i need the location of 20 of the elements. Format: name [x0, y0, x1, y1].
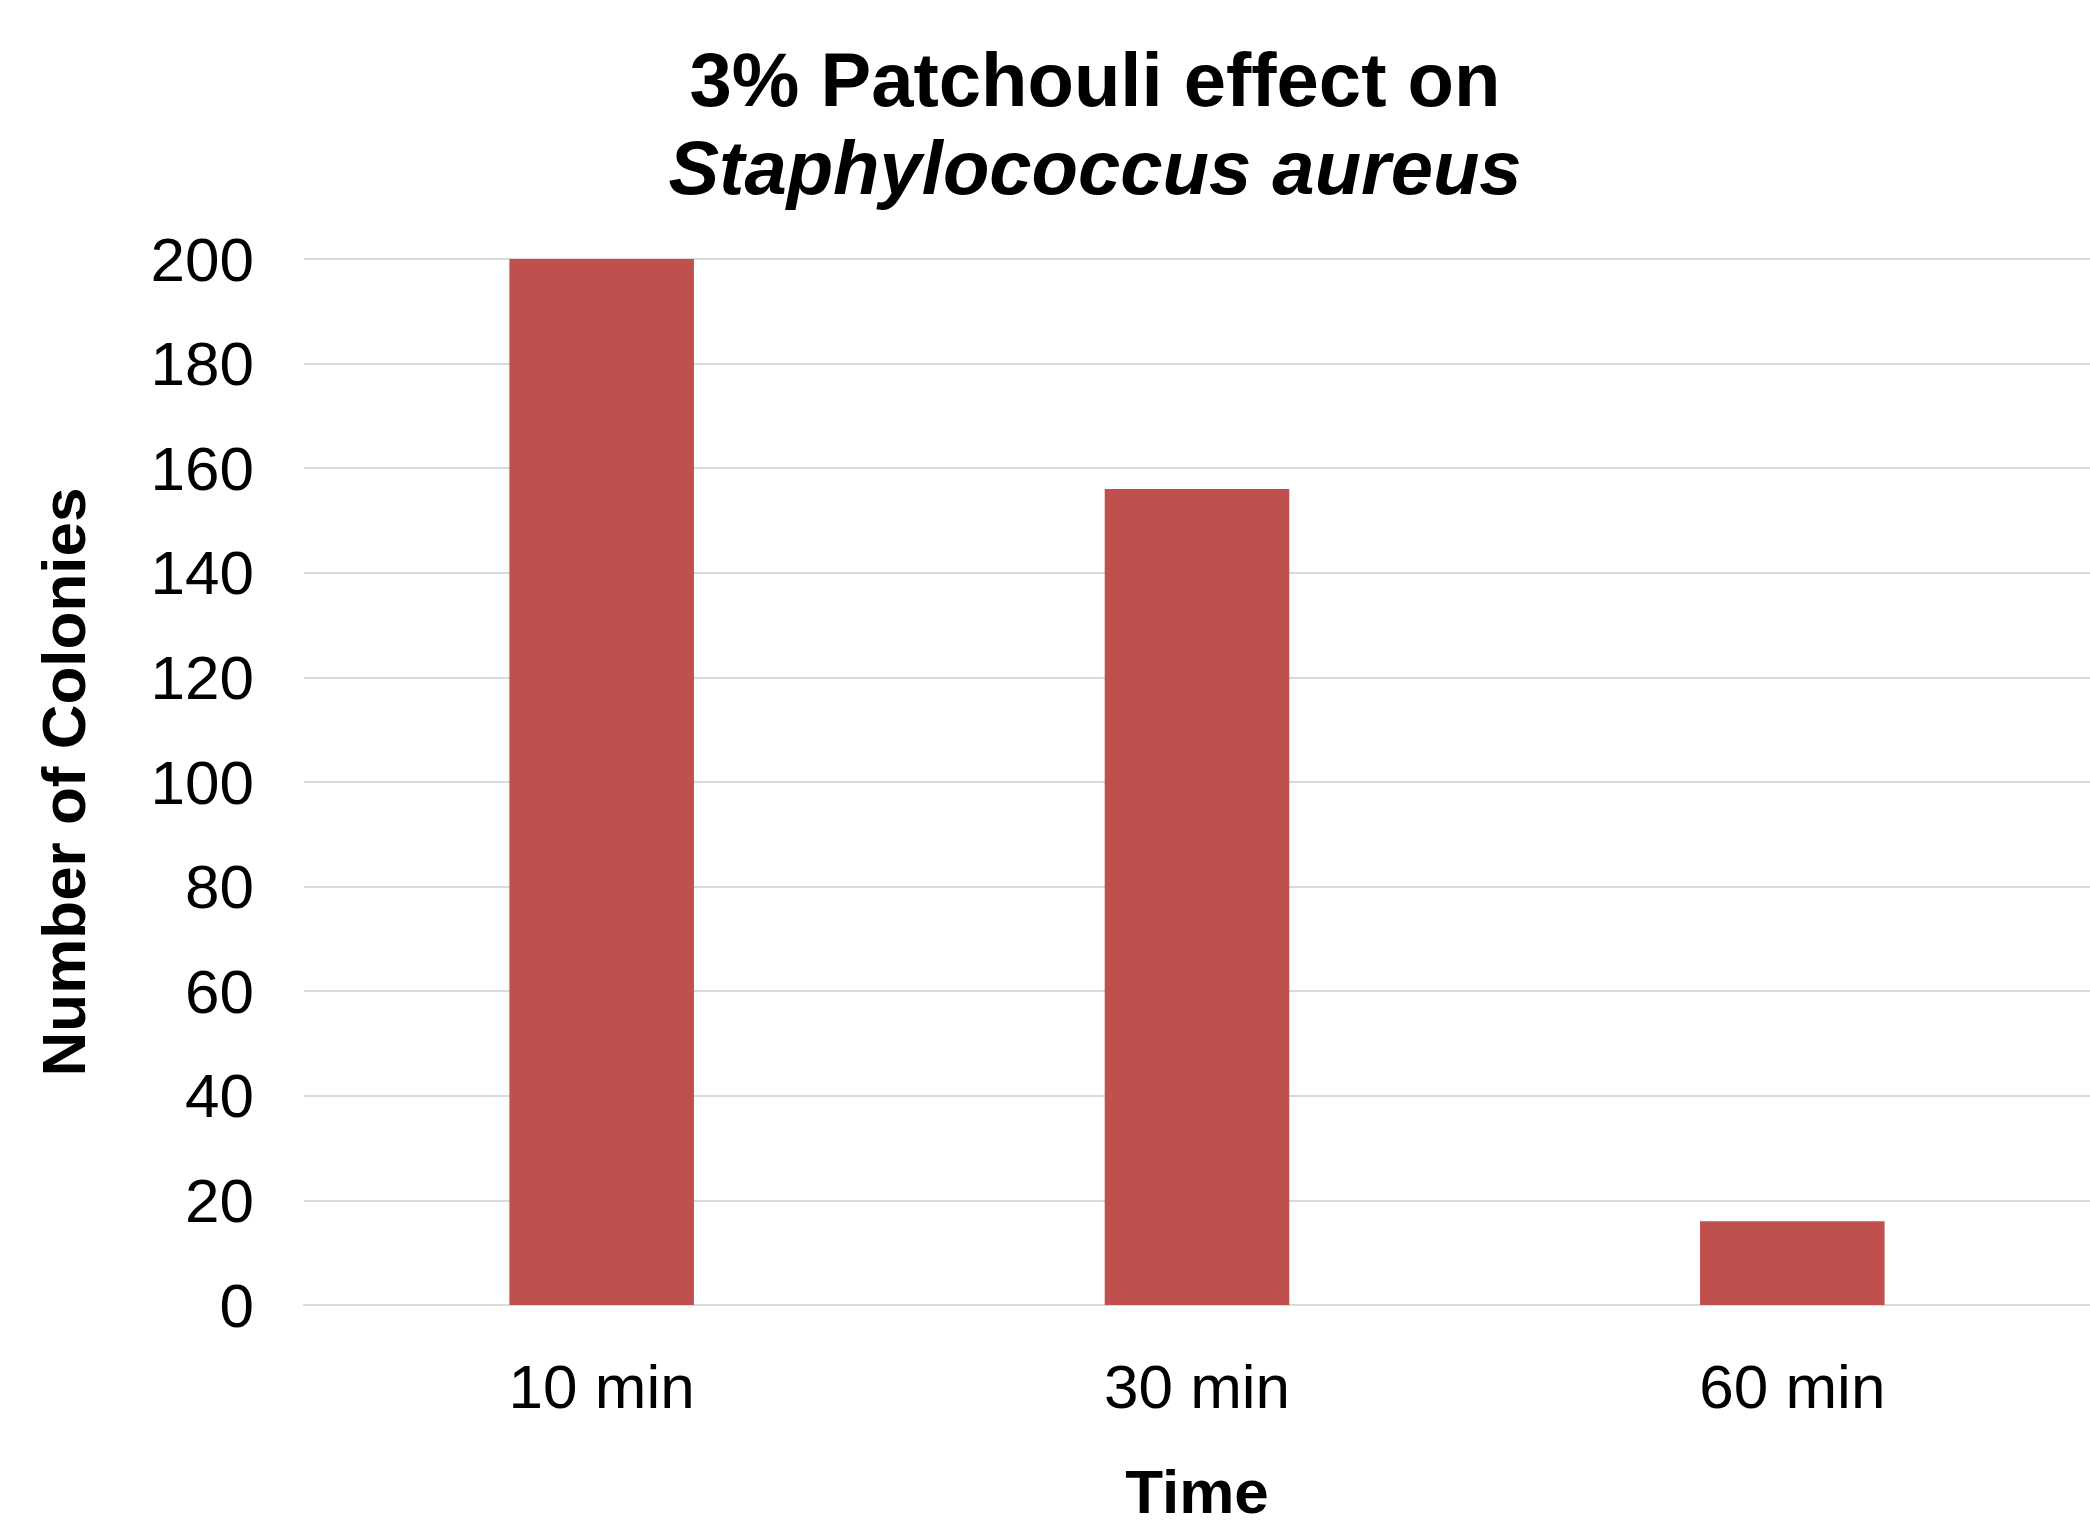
x-axis-title: Time	[1125, 1456, 1269, 1526]
x-tick-label: 10 min	[508, 1351, 695, 1421]
y-tick-label: 0	[219, 1270, 254, 1340]
y-tick-label: 100	[150, 747, 254, 817]
bar	[1104, 489, 1290, 1305]
y-tick-label: 40	[185, 1061, 254, 1131]
y-tick-label: 60	[185, 956, 254, 1026]
y-axis-title: Number of Colonies	[28, 487, 98, 1077]
y-tick-label: 20	[185, 1165, 254, 1235]
y-tick-label: 140	[150, 538, 254, 608]
x-tick-label: 60 min	[1699, 1351, 1886, 1421]
chart-title: 3% Patchouli effect on Staphylococcus aureus	[668, 36, 1522, 210]
bar	[1700, 1221, 1885, 1305]
y-tick-label: 80	[185, 852, 254, 922]
x-tick-label: 30 min	[1103, 1351, 1291, 1421]
y-tick-label: 120	[150, 642, 254, 712]
y-tick-label: 180	[150, 329, 254, 399]
y-tick-label: 200	[150, 224, 254, 294]
bar	[509, 259, 694, 1305]
y-tick-label: 160	[150, 433, 254, 503]
